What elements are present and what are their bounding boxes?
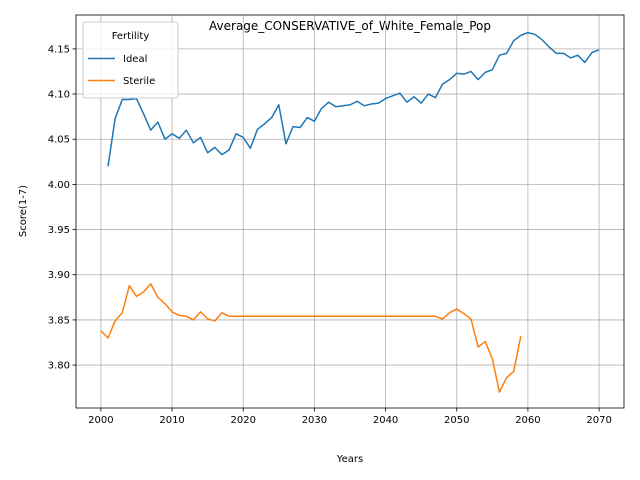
legend-label-ideal: Ideal: [123, 54, 147, 65]
legend: Fertility Ideal Sterile: [82, 21, 179, 99]
y-axis-label: Score(1-7): [18, 185, 29, 237]
x-tick-label: 2030: [302, 415, 327, 426]
y-tick-label: 3.85: [48, 315, 70, 326]
y-tick-label: 4.15: [48, 44, 70, 55]
ticks: 2000 2010 2020 2030 2040 2050 2060 2070 3.80 3.85…: [48, 44, 612, 426]
series-line-ideal: [107, 31, 600, 167]
y-tick-label: 3.80: [48, 361, 70, 372]
y-tick-label: 4.00: [48, 180, 70, 191]
x-axis-label: Years: [336, 454, 363, 465]
x-tick-label: 2000: [88, 415, 113, 426]
x-tick-label: 2020: [231, 415, 256, 426]
x-tick-label: 2040: [373, 415, 398, 426]
chart-title: Average_CONSERVATIVE_of_White_Female_Pop: [209, 19, 491, 33]
y-tick-label: 4.10: [48, 90, 70, 101]
legend-box: [82, 21, 179, 99]
plot-frame: [75, 14, 625, 409]
y-tick-label: 4.05: [48, 135, 70, 146]
x-tick-label: 2060: [515, 415, 540, 426]
series-line-sterile: [100, 283, 522, 393]
x-tick-label: 2070: [586, 415, 611, 426]
grid: [76, 15, 624, 408]
y-tick-label: 3.90: [48, 270, 70, 281]
legend-title: Fertility: [112, 31, 150, 42]
x-tick-label: 2010: [159, 415, 184, 426]
x-tick-label: 2050: [444, 415, 469, 426]
legend-label-sterile: Sterile: [123, 76, 155, 87]
y-tick-label: 3.95: [48, 225, 70, 236]
series-layer: [100, 31, 600, 393]
